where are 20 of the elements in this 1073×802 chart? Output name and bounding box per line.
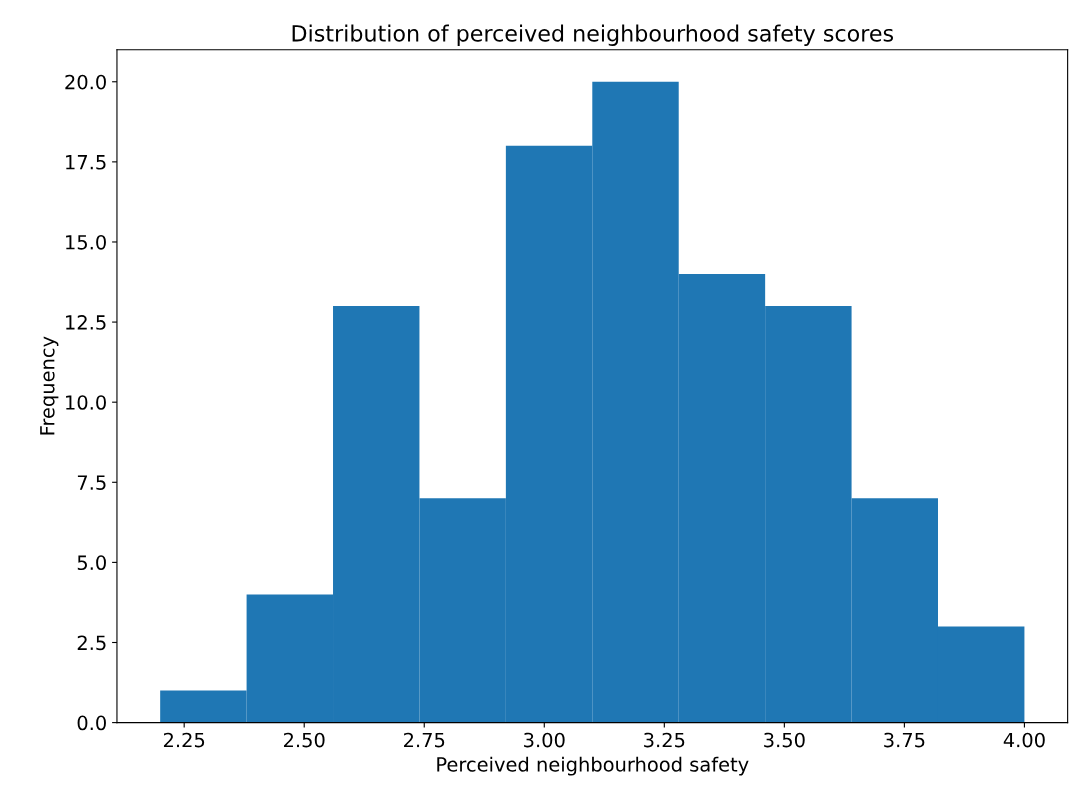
y-tick-label: 12.5 xyxy=(66,315,106,330)
x-tick-label: 3.75 xyxy=(884,732,925,748)
y-tick-label: 20.0 xyxy=(65,74,106,90)
y-tick-label: 7.5 xyxy=(77,475,106,490)
y-axis-title: Frequency xyxy=(40,336,59,435)
y-tick-label: 10.0 xyxy=(66,395,106,410)
y-tick-label: 17.5 xyxy=(66,155,106,170)
y-tick-label: 2.5 xyxy=(77,635,106,651)
x-axis-title: Perceived neighbourhood safety xyxy=(437,756,749,776)
x-tick-label: 3.25 xyxy=(644,732,685,748)
x-tick-label: 3.00 xyxy=(524,732,565,748)
y-tick-label: 5.0 xyxy=(77,555,106,571)
x-tick-label: 4.00 xyxy=(1003,732,1045,748)
x-tick-label: 3.50 xyxy=(764,732,805,748)
y-tick-label: 0.0 xyxy=(77,715,106,731)
y-tick-label: 15.0 xyxy=(66,234,106,250)
chart-title: Distribution of perceived neighbourhood safety scores xyxy=(292,24,894,47)
x-tick-label: 2.75 xyxy=(404,732,445,748)
x-tick-label: 2.50 xyxy=(283,732,325,748)
x-tick-label: 2.25 xyxy=(163,732,205,748)
